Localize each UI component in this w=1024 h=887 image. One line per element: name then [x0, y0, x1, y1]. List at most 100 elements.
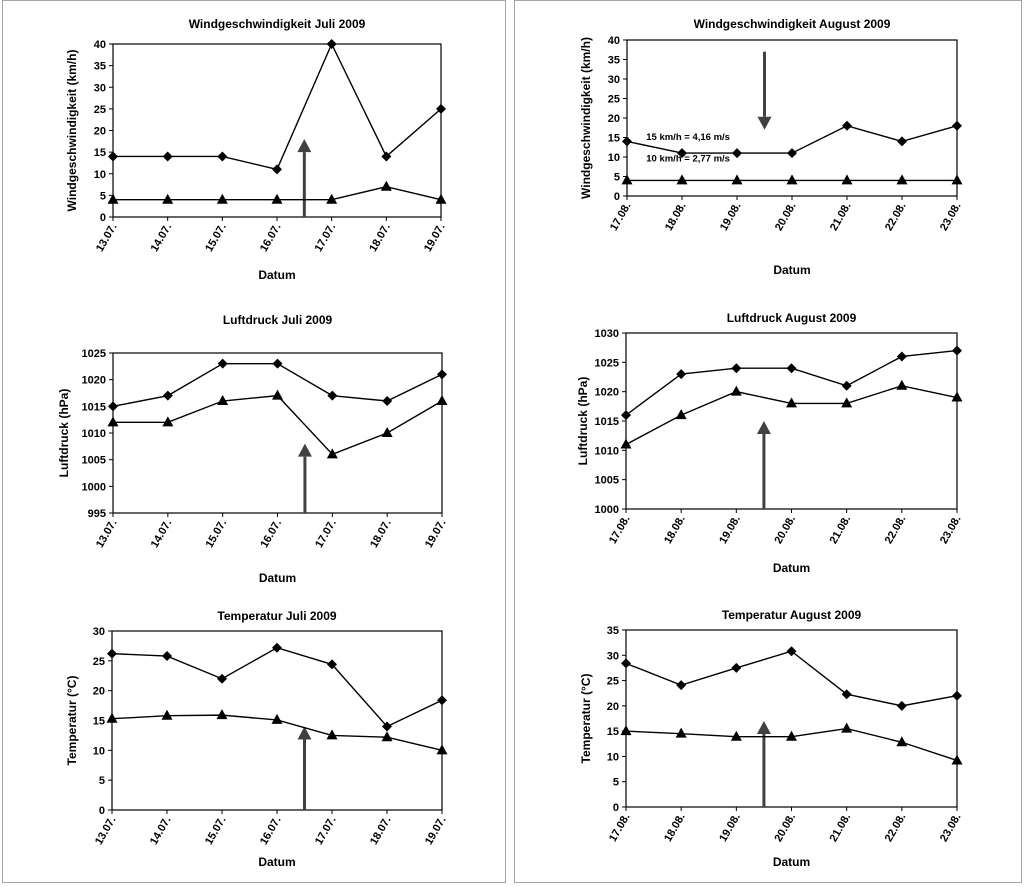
y-tick-label: 35: [607, 625, 619, 637]
triangle-marker: [786, 174, 798, 185]
diamond-marker: [952, 345, 962, 356]
x-tick-label: 15.07.: [203, 221, 229, 253]
x-axis-label: Datum: [773, 855, 810, 869]
plot-area: [112, 43, 442, 218]
x-axis-label: Datum: [259, 571, 296, 585]
y-axis-label: Windgeschwindigkeit (km/h): [579, 37, 593, 199]
diamond-marker: [108, 401, 118, 412]
y-tick-label: 1005: [595, 475, 619, 487]
y-tick-label: 20: [608, 113, 620, 125]
chart-title: Windgeschwindigkeit August 2009: [694, 17, 891, 31]
plot-area: [625, 629, 958, 808]
triangle-marker: [675, 727, 687, 738]
y-tick-label: 1010: [595, 445, 619, 457]
y-tick-label: 0: [614, 191, 620, 203]
x-tick-label: 19.07.: [422, 222, 448, 254]
chart-temperature-july: Temperatur Juli 2009 0 5 10 15 20 25 30 13.07. 14…: [65, 609, 449, 869]
y-tick-label: 35: [94, 61, 106, 73]
x-tick-label: 21.08.: [828, 201, 854, 233]
chart-title: Luftdruck Juli 2009: [223, 313, 333, 327]
triangle-marker: [162, 416, 174, 427]
triangle-marker: [730, 730, 742, 741]
y-tick-label: 0: [100, 212, 106, 224]
x-tick-label: 17.08.: [608, 201, 634, 233]
x-tick-label: 18.08.: [663, 201, 689, 233]
series-line: [113, 394, 443, 456]
triangle-marker: [731, 174, 743, 185]
y-tick-label: 20: [607, 701, 619, 713]
y-tick-label: 15: [608, 133, 620, 145]
y-tick-label: 25: [94, 104, 106, 116]
x-tick-label: 19.07.: [423, 518, 449, 550]
chart-temperature-august: Temperatur August 2009 0 5 10 15 20 25 30 35 17.0…: [579, 608, 964, 869]
triangle-marker: [326, 448, 338, 459]
x-tick-label: 16.07.: [258, 518, 284, 550]
x-tick-label: 18.07.: [367, 222, 393, 254]
chart-wind-august: Windgeschwindigkeit August 2009 0 5 10 15 20 2…: [579, 17, 964, 277]
x-tick-label: 22.08.: [883, 514, 909, 546]
x-tick-label: 21.08.: [828, 812, 854, 844]
diamond-marker: [437, 369, 447, 380]
y-tick-label: 20: [93, 686, 105, 698]
x-tick-label: 16.07.: [258, 222, 284, 254]
y-tick-label: 25: [93, 656, 105, 668]
y-tick-label: 0: [613, 802, 619, 814]
x-tick-label: 19.08.: [718, 201, 744, 233]
plot-area: [625, 332, 958, 510]
x-tick-label: 16.07.: [258, 815, 284, 847]
y-tick-label: 10: [93, 745, 105, 757]
triangle-marker: [951, 754, 963, 765]
triangle-marker: [107, 193, 119, 204]
arrow-head: [297, 443, 312, 457]
diamond-marker: [327, 659, 337, 670]
diamond-marker: [622, 136, 632, 147]
x-tick-label: 17.08.: [607, 812, 633, 844]
x-tick-label: 18.08.: [662, 514, 688, 546]
diamond-marker: [217, 358, 228, 369]
triangle-marker: [435, 193, 447, 204]
series-line: [625, 385, 958, 446]
diamond-marker: [731, 662, 742, 673]
y-tick-label: 40: [94, 39, 106, 51]
y-tick-label: 0: [99, 805, 105, 817]
triangle-marker: [271, 713, 283, 724]
triangle-marker: [436, 395, 448, 405]
chart-title: Luftdruck August 2009: [727, 311, 857, 325]
y-axis-label: Windgeschwindigkeit (km/h): [65, 50, 79, 212]
triangle-marker: [381, 731, 393, 742]
diamond-marker: [162, 390, 173, 401]
x-axis-label: Datum: [773, 561, 810, 575]
diamond-marker: [437, 695, 447, 706]
x-tick-label: 18.07.: [368, 815, 394, 847]
x-tick-label: 20.08.: [772, 812, 798, 844]
x-tick-label: 20.08.: [773, 201, 799, 233]
diamond-marker: [952, 120, 962, 131]
y-axis-label: Luftdruck (hPa): [57, 389, 71, 478]
y-tick-label: 25: [608, 94, 620, 106]
x-tick-label: 19.08.: [717, 514, 743, 546]
triangle-marker: [841, 174, 853, 185]
triangle-marker: [106, 712, 118, 723]
arrow-head: [756, 421, 771, 434]
diamond-marker: [896, 700, 907, 711]
diamond-marker: [731, 363, 742, 374]
y-tick-label: 10: [608, 152, 620, 164]
left-panel: [2, 0, 506, 883]
y-tick-label: 35: [608, 55, 620, 67]
diamond-marker: [381, 151, 392, 162]
diamond-marker: [382, 396, 393, 406]
y-axis-label: Temperatur (°C): [65, 676, 79, 766]
y-tick-label: 15: [607, 726, 619, 738]
y-tick-label: 1020: [595, 387, 619, 399]
triangle-marker: [951, 391, 963, 402]
y-tick-label: 15: [94, 147, 106, 159]
triangle-marker: [216, 193, 228, 204]
chart-pressure-july: Luftdruck Juli 2009 995 1000 1005 1010 1015 10…: [57, 313, 449, 585]
x-tick-label: 14.07.: [149, 518, 175, 550]
y-tick-label: 995: [88, 508, 106, 520]
x-axis-label: Datum: [258, 268, 295, 282]
y-tick-label: 10: [94, 169, 106, 181]
diamond-marker: [732, 148, 742, 159]
diamond-marker: [272, 358, 283, 369]
